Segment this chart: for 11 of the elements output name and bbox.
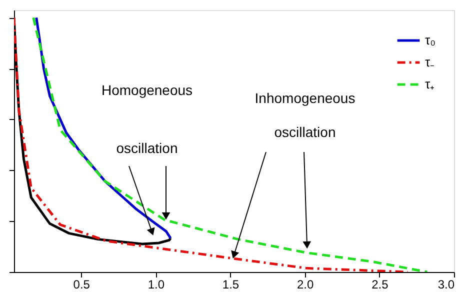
x-tick-label: 2.0 xyxy=(297,278,314,292)
legend-label: τ₋ xyxy=(425,54,434,70)
x-tick-label: 3.0 xyxy=(438,278,455,292)
text: Homogeneous oscillation xyxy=(101,82,193,156)
text: Inhomogeneous oscillation xyxy=(254,90,356,140)
x-tick-label: 1.0 xyxy=(148,278,165,292)
legend-label: τ₊ xyxy=(425,76,434,92)
x-tick-label: 1.5 xyxy=(222,278,240,292)
x-tick-label: 0.5 xyxy=(73,278,90,292)
x-tick-label: 2.5 xyxy=(372,278,389,292)
legend-label: τ₀ xyxy=(425,32,436,48)
